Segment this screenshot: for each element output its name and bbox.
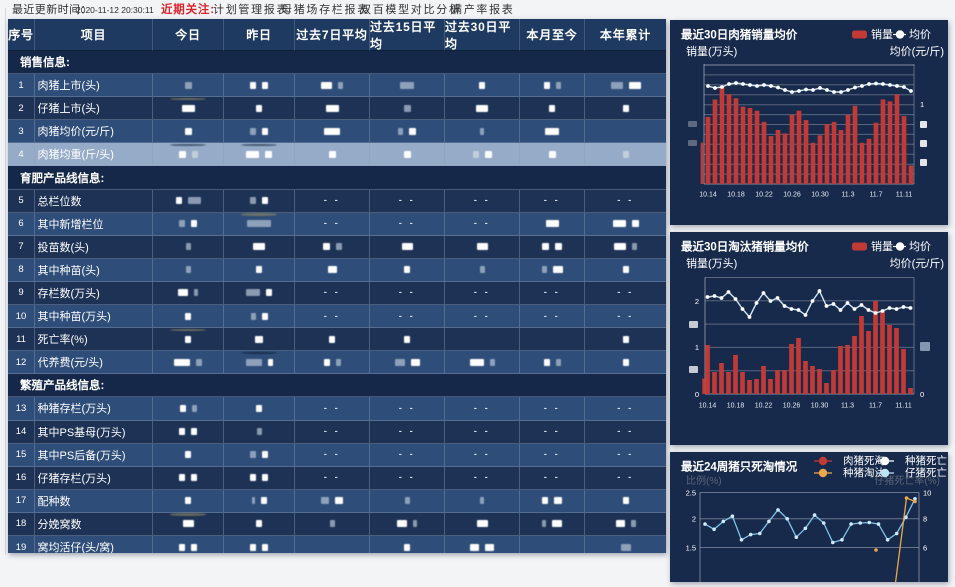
svg-text:11.7: 11.7	[869, 403, 882, 410]
svg-text:销量: 销量	[871, 239, 893, 253]
svg-text:销量(万头): 销量(万头)	[686, 44, 737, 58]
svg-text:最近30日肉猪销量均价: 最近30日肉猪销量均价	[681, 28, 798, 42]
svg-text:均价(元/斤): 均价(元/斤)	[890, 45, 944, 58]
svg-text:10.30: 10.30	[811, 403, 829, 410]
svg-text:0: 0	[920, 390, 924, 399]
svg-text:1: 1	[920, 100, 924, 109]
svg-text:肉猪死淘: 肉猪死淘	[843, 454, 885, 467]
svg-text:11.11: 11.11	[895, 403, 912, 410]
svg-text:10.22: 10.22	[755, 192, 773, 199]
svg-text:11.3: 11.3	[841, 192, 854, 199]
svg-text:10.22: 10.22	[755, 403, 773, 410]
svg-text:10.26: 10.26	[783, 192, 801, 199]
svg-text:2: 2	[695, 297, 699, 306]
svg-text:仔猪死亡: 仔猪死亡	[905, 466, 947, 479]
svg-text:种猪死亡: 种猪死亡	[905, 454, 947, 467]
svg-text:8: 8	[923, 515, 927, 524]
svg-text:均价: 均价	[909, 28, 931, 41]
svg-text:10.26: 10.26	[783, 403, 801, 410]
svg-text:6: 6	[923, 543, 927, 552]
svg-text:仔猪死亡率(%): 仔猪死亡率(%)	[874, 474, 940, 487]
svg-text:1.5: 1.5	[686, 543, 696, 552]
svg-text:种猪淘汰: 种猪淘汰	[843, 466, 885, 479]
svg-text:11.7: 11.7	[869, 192, 882, 199]
svg-text:11.11: 11.11	[896, 192, 913, 199]
svg-text:10: 10	[923, 488, 931, 497]
svg-text:10.14: 10.14	[699, 192, 717, 199]
svg-text:11.3: 11.3	[841, 403, 854, 410]
svg-text:销量: 销量	[871, 27, 893, 41]
svg-text:均价: 均价	[909, 240, 931, 253]
svg-text:均价(元/斤): 均价(元/斤)	[890, 257, 944, 270]
svg-text:销量(万头): 销量(万头)	[686, 256, 737, 270]
svg-text:10.18: 10.18	[727, 403, 745, 410]
svg-text:2: 2	[692, 515, 696, 524]
svg-text:2.5: 2.5	[686, 488, 696, 497]
svg-text:1: 1	[695, 343, 699, 352]
svg-text:10.18: 10.18	[727, 192, 745, 199]
svg-text:0: 0	[695, 390, 699, 399]
svg-text:10.30: 10.30	[811, 192, 829, 199]
svg-text:最近30日淘汰猪销量均价: 最近30日淘汰猪销量均价	[681, 240, 809, 254]
svg-text:10.14: 10.14	[699, 403, 717, 410]
svg-text:比例(%): 比例(%)	[686, 474, 722, 487]
svg-text:最近24周猪只死淘情况: 最近24周猪只死淘情况	[681, 460, 798, 474]
